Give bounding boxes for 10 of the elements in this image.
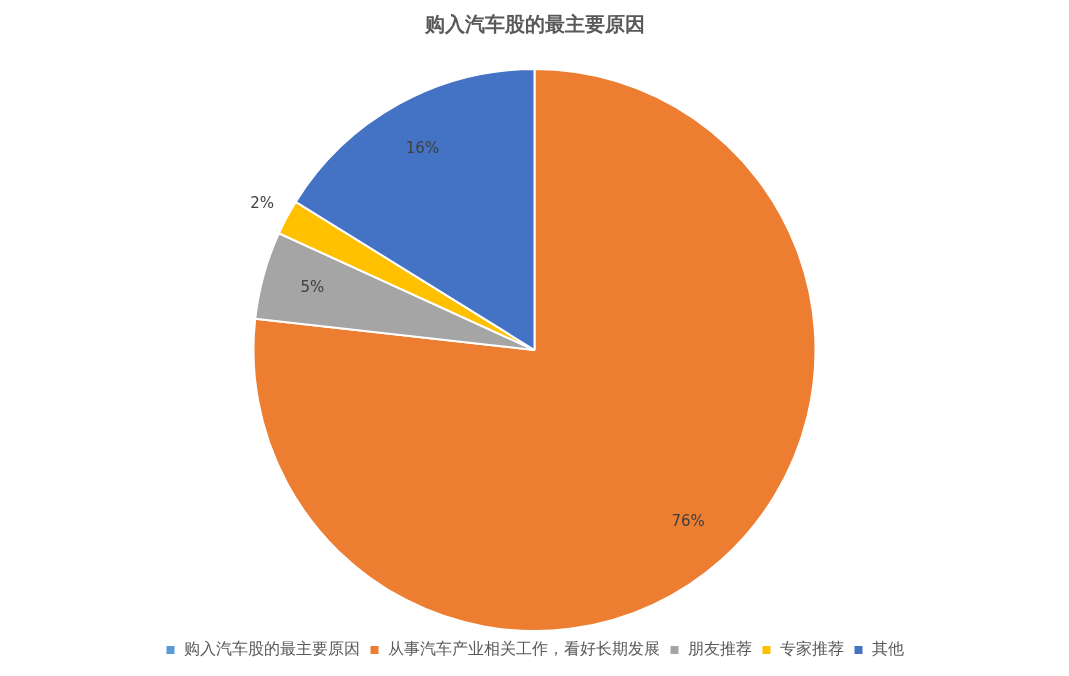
chart-title: 购入汽车股的最主要原因: [423, 12, 645, 37]
legend-label: 其他: [871, 639, 904, 659]
legend-label: 购入汽车股的最主要原因: [183, 639, 360, 659]
data-label: 76%: [671, 511, 705, 530]
legend-label: 从事汽车产业相关工作，看好长期发展: [387, 639, 660, 659]
legend-label: 朋友推荐: [687, 639, 752, 659]
data-label: 16%: [405, 138, 440, 157]
data-label: 2%: [250, 193, 274, 212]
legend-label: 专家推荐: [779, 639, 844, 659]
data-label: 5%: [300, 278, 325, 297]
